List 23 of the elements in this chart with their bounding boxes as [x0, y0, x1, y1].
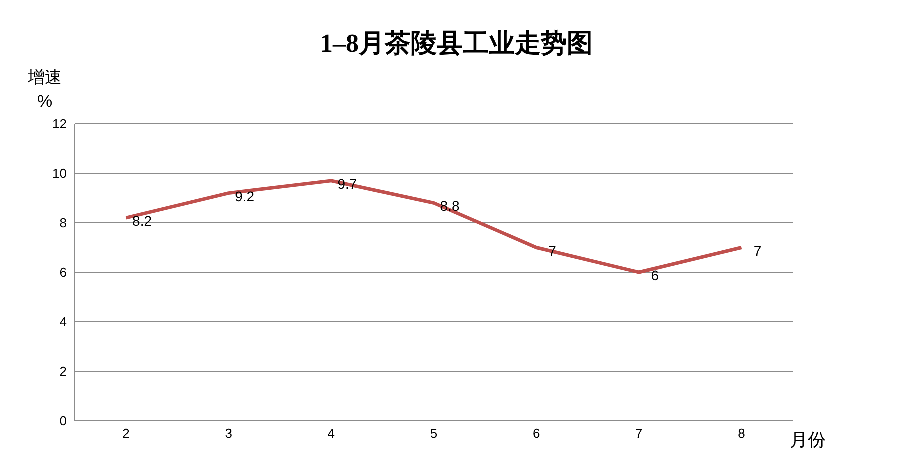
- y-tick-label: 12: [52, 116, 67, 132]
- x-tick-label: 3: [225, 426, 232, 442]
- data-label: 7: [548, 242, 557, 259]
- y-tick-label: 6: [60, 265, 67, 280]
- y-tick-label: 4: [60, 314, 67, 330]
- y-tick-label: 0: [60, 414, 67, 429]
- x-tick-label: 8: [738, 426, 746, 442]
- chart-title: 1–8月茶陵县工业走势图: [319, 28, 594, 60]
- data-label: 7: [754, 242, 762, 259]
- x-tick-label: 6: [532, 426, 540, 442]
- data-label: 9.2: [235, 188, 255, 204]
- y-tick-label: 2: [60, 364, 67, 380]
- data-label: 6: [651, 268, 660, 284]
- x-tick-label: 2: [122, 426, 130, 442]
- y-tick-label: 8: [60, 216, 67, 231]
- x-tick-label: 4: [328, 426, 336, 442]
- x-tick-label: 7: [636, 426, 643, 442]
- x-tick-label: 5: [430, 426, 438, 442]
- y-axis-title: 增速 %: [28, 67, 62, 113]
- y-tick-label: 10: [52, 166, 67, 182]
- x-axis-title: 月份: [790, 429, 826, 452]
- data-label: 9.7: [338, 176, 358, 192]
- data-label: 8.2: [132, 213, 152, 230]
